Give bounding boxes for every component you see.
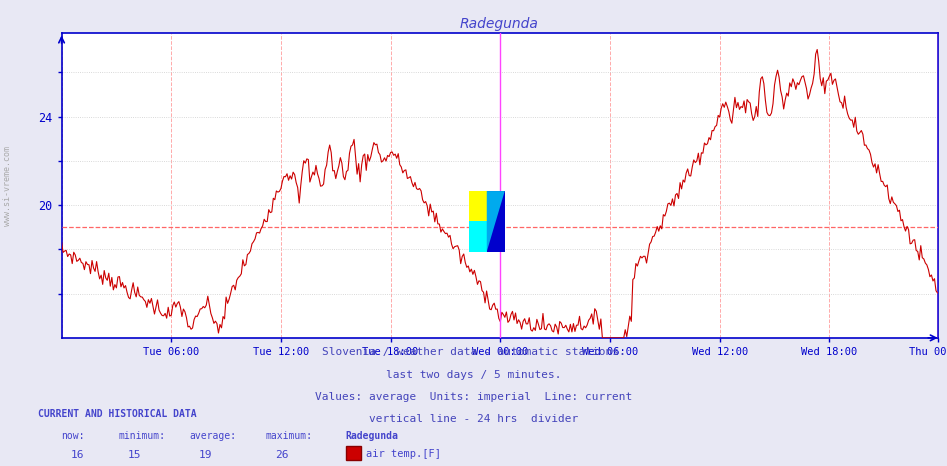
Polygon shape (487, 191, 505, 252)
Text: minimum:: minimum: (118, 431, 166, 441)
Text: Slovenia / weather data - automatic stations.: Slovenia / weather data - automatic stat… (322, 347, 625, 357)
Text: CURRENT AND HISTORICAL DATA: CURRENT AND HISTORICAL DATA (38, 409, 197, 419)
Text: www.si-vreme.com: www.si-vreme.com (3, 146, 12, 226)
Polygon shape (487, 191, 505, 252)
Bar (469, 191, 487, 221)
Text: Radegunda: Radegunda (346, 431, 399, 441)
Bar (469, 221, 487, 252)
Text: 19: 19 (199, 450, 212, 459)
Text: average:: average: (189, 431, 237, 441)
Text: 16: 16 (71, 450, 84, 459)
Text: maximum:: maximum: (265, 431, 313, 441)
Text: vertical line - 24 hrs  divider: vertical line - 24 hrs divider (369, 414, 578, 424)
Text: air temp.[F]: air temp.[F] (366, 449, 441, 459)
Text: 15: 15 (128, 450, 141, 459)
Text: Values: average  Units: imperial  Line: current: Values: average Units: imperial Line: cu… (314, 392, 633, 402)
Text: last two days / 5 minutes.: last two days / 5 minutes. (385, 370, 562, 379)
Title: Radegunda: Radegunda (460, 17, 539, 31)
Text: now:: now: (62, 431, 85, 441)
Text: 26: 26 (275, 450, 288, 459)
